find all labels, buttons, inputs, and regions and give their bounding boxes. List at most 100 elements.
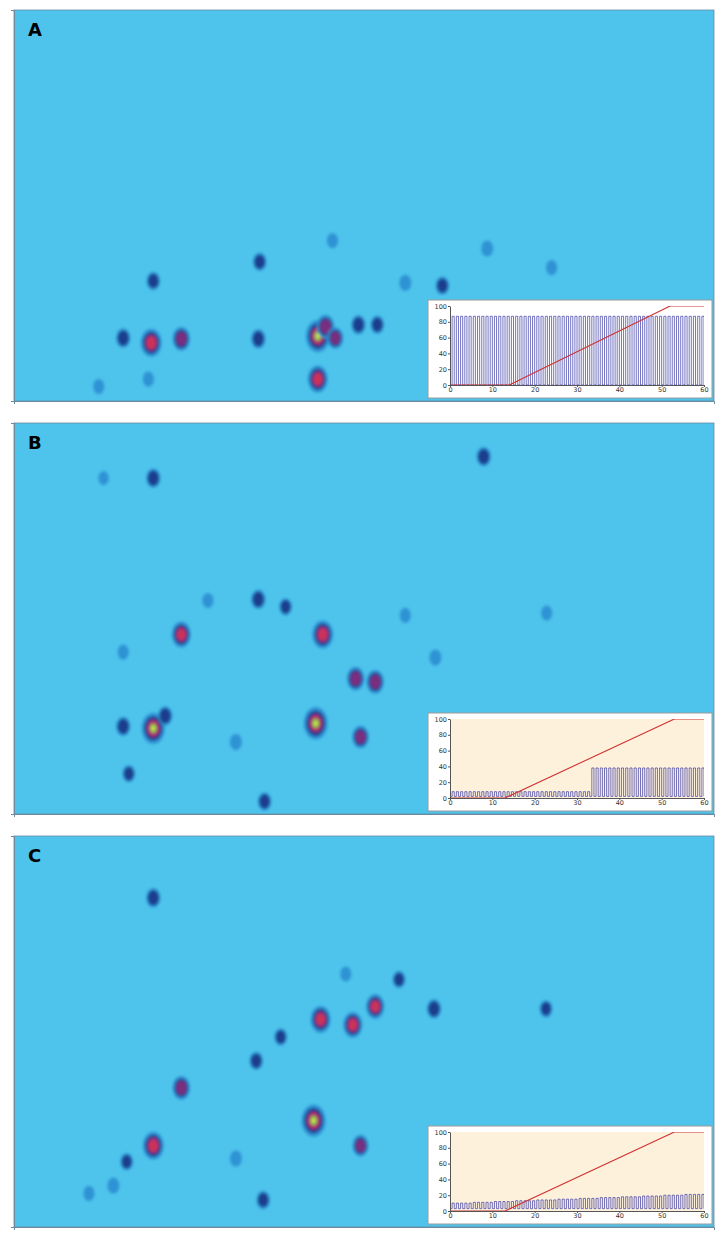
spot-contour [350,672,361,686]
spot-contour [353,1135,369,1157]
spot-contour [349,669,363,688]
figure-svg: A0102030405060020406080100B0102030405060… [0,0,721,1245]
tick: 10 [489,385,497,394]
spot [427,999,441,1018]
tick-label: 30 [573,799,581,807]
tick-label: 20 [531,1212,539,1220]
figure: A0102030405060020406080100B0102030405060… [0,0,721,1245]
spot-contour [302,1104,326,1136]
tick-label: 40 [439,1176,447,1184]
tick-mark [448,1164,450,1165]
inset-line [450,316,704,385]
spot-contour [312,718,319,728]
spot [304,707,328,739]
spot [122,765,135,782]
spot-contour [329,330,341,347]
spot-contour [251,590,265,609]
tick: 60 [439,1160,450,1168]
spot-contour [327,327,343,349]
tick-label: 100 [435,1129,447,1137]
tick: 100 [435,1129,450,1137]
spot [202,593,213,608]
tick-label: 80 [439,731,447,739]
tick: 0 [443,382,450,390]
spot [172,622,191,648]
tick-label: 0 [443,1208,447,1216]
spot-contour [147,1137,159,1154]
tick: 20 [531,385,539,394]
spot-contour [118,330,129,345]
spot-contour [368,997,382,1016]
spot-contour [147,336,156,349]
plot-frame [14,836,714,1227]
spot-contour [540,1000,553,1017]
inset-background [428,713,712,811]
axis-line [15,1228,715,1231]
tick: 60 [439,334,450,342]
tick-label: 20 [531,799,539,807]
tick: 50 [658,798,666,807]
spot [481,240,493,256]
spot-contour [314,721,318,726]
inset-background [428,300,712,398]
spot [546,260,557,275]
spot-contour [308,1113,319,1128]
spot-contour [310,1116,317,1126]
spot [366,670,384,694]
plot-background [14,10,714,401]
inset-line [450,719,704,798]
axis-line [15,815,715,818]
spot [253,253,267,271]
inset-line [450,768,704,796]
spot-contour [313,1009,329,1030]
spot-contour [143,372,154,387]
spot-contour [148,890,159,905]
spot [327,327,343,349]
tick-mark [448,751,450,752]
spot-contour [122,1155,132,1168]
tick-label: 50 [658,1212,666,1220]
spot-contour [116,328,130,347]
spot [343,1012,362,1038]
spot [143,372,154,387]
spot [116,328,130,347]
spot [173,1076,191,1100]
spot [540,1000,553,1017]
inset-lines [450,306,704,385]
inset-axis-line [450,1133,451,1212]
spot [311,1006,331,1033]
spot-contour [354,1137,366,1154]
tick: 40 [616,385,624,394]
inset-x-axis: 0102030405060 [448,385,708,394]
x-axis [15,815,715,818]
spot-contour [276,1030,286,1043]
x-axis [15,1228,715,1231]
spot-contour [541,1002,551,1015]
spot-contour [145,1135,161,1157]
spot [116,717,130,736]
spot-contour [279,598,292,615]
plot-background [14,423,714,814]
spot-contour [146,888,160,907]
spot-contour [304,1108,323,1133]
spot-contour [351,315,365,334]
spot-contour [311,1006,331,1033]
spot [436,276,450,294]
spot [340,966,351,981]
spot-contour [478,449,489,464]
tick-mark [448,766,450,767]
tick-mark [448,353,450,354]
inset-axis-line [450,307,451,386]
inset-y-axis: 020406080100 [435,716,451,803]
tick-label: 0 [448,1212,452,1220]
spot [274,1028,287,1045]
spot-contour [371,1001,379,1012]
spot [256,1191,270,1209]
inset-line [450,1194,704,1208]
tick: 40 [439,350,450,358]
panel-letter: C [28,845,41,866]
tick: 50 [658,385,666,394]
spot-contour [393,971,406,988]
spot-contour [316,626,328,643]
tick-mark [448,1195,450,1196]
